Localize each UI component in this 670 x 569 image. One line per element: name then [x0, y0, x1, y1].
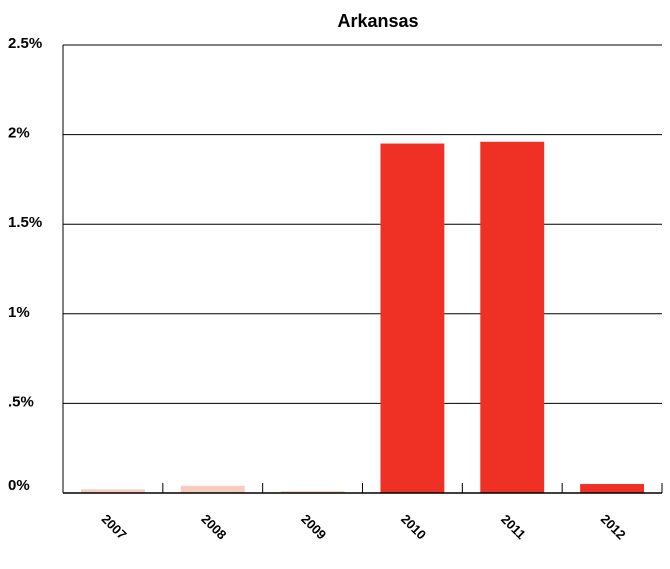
y-tick-label: .5% [8, 393, 34, 410]
bar-2009 [280, 491, 345, 493]
bar-2012 [580, 484, 645, 493]
axes [62, 45, 663, 494]
x-tick-labels: 2007 2008 2009 2010 2011 2012 [99, 511, 629, 542]
bar-2008 [180, 485, 245, 493]
bar-2007 [80, 489, 145, 493]
x-tick-label: 2012 [598, 511, 629, 542]
chart-title: Arkansas [337, 11, 418, 31]
x-tick-label: 2010 [398, 511, 429, 542]
bars [80, 141, 645, 493]
y-tick-label: 1% [8, 304, 30, 321]
y-tick-label: 2% [8, 125, 30, 142]
x-tick-label: 2011 [498, 512, 529, 543]
x-tick-label: 2008 [198, 511, 229, 542]
y-tick-labels: 0% .5% 1% 1.5% 2% 2.5% [8, 35, 42, 494]
y-tick-label: 2.5% [8, 35, 42, 52]
bar-2010 [380, 143, 445, 493]
x-tick-label: 2009 [298, 511, 329, 542]
gridlines [63, 44, 662, 404]
x-tick-label: 2007 [99, 511, 130, 542]
y-tick-label: 0% [8, 477, 30, 494]
bar-2011 [480, 141, 545, 493]
y-tick-label: 1.5% [8, 214, 42, 231]
